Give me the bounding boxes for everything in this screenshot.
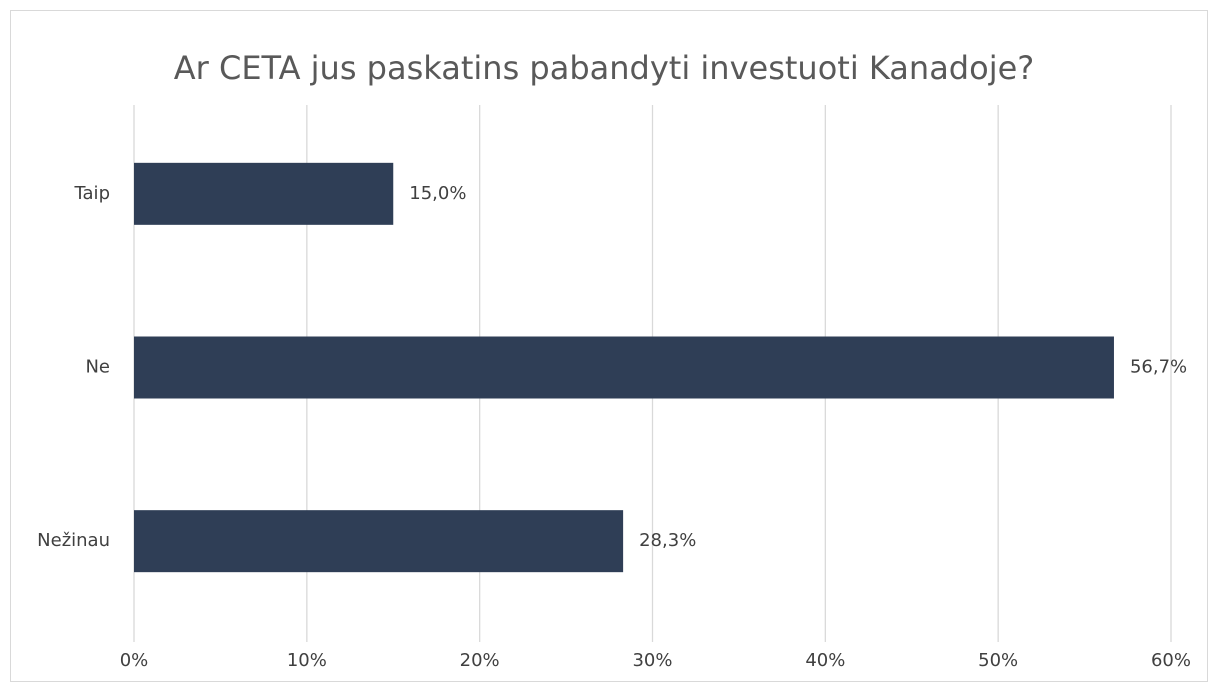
y-tick-label: Taip (74, 183, 110, 204)
x-tick-label: 60% (1151, 650, 1191, 671)
x-tick-label: 50% (978, 650, 1018, 671)
x-tick-label: 20% (460, 650, 500, 671)
x-tick-label: 10% (287, 650, 327, 671)
x-tick-label: 40% (805, 650, 845, 671)
y-tick-label: Nežinau (37, 530, 110, 551)
data-label: 15,0% (409, 183, 466, 204)
bar (134, 510, 624, 573)
bar (134, 162, 394, 225)
data-label: 56,7% (1130, 357, 1187, 378)
data-label: 28,3% (639, 530, 696, 551)
chart-title: Ar CETA jus paskatins pabandyti investuo… (174, 49, 1035, 87)
x-tick-label: 0% (120, 650, 149, 671)
y-tick-label: Ne (85, 357, 110, 378)
bar (134, 336, 1114, 399)
x-tick-label: 30% (632, 650, 672, 671)
